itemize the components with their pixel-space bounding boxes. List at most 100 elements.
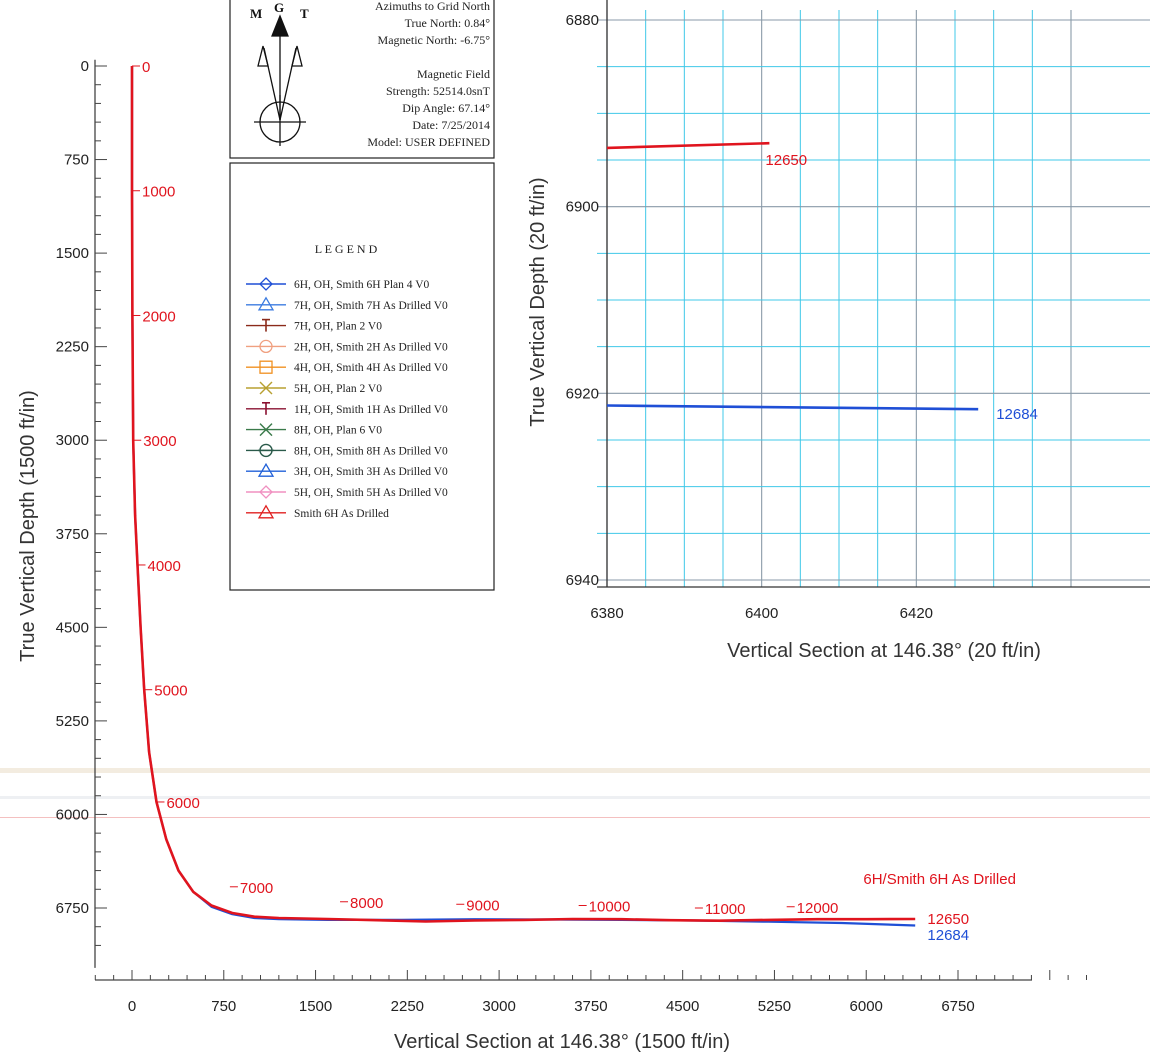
md-label: 1000	[142, 184, 175, 201]
legend-entry-label: Smith 6H As Drilled	[294, 508, 389, 520]
legend-entry-label: 5H, OH, Smith 5H As Drilled V0	[294, 487, 448, 499]
legend-entry-label: 8H, OH, Plan 6 V0	[294, 425, 382, 437]
wellpath-series-line	[130, 66, 916, 923]
main-y-tick-label: 6000	[56, 806, 89, 823]
main-y-tick-label: 1500	[56, 245, 89, 262]
main-x-tick-label: 4500	[666, 998, 699, 1015]
md-label: 5000	[154, 683, 187, 700]
inset-y-tick-label: 6940	[566, 572, 599, 589]
legend-entry-label: 7H, OH, Plan 2 V0	[294, 321, 382, 333]
north-box-frame	[229, 0, 495, 159]
md-label: 3000	[143, 433, 176, 450]
main-x-tick-label: 6000	[850, 998, 883, 1015]
main-annotation: 6H/Smith 6H As Drilled	[863, 871, 1016, 888]
main-series	[130, 66, 916, 927]
legend-title: L E G E N D	[315, 242, 378, 256]
md-label: 2000	[142, 308, 175, 325]
diamond-marker-icon	[259, 485, 273, 499]
inset-y-axis-label: True Vertical Depth (20 ft/in)	[527, 177, 549, 426]
main-chart: 0 750 1500 2250 3000 3750 4500 5250 6000 6750 0 750…	[17, 58, 1087, 1053]
main-y-axis-label: True Vertical Depth (1500 ft/in)	[17, 390, 39, 662]
compass-letter-g: G	[274, 0, 284, 15]
md-label: 8000	[350, 895, 383, 912]
inset-y-tick-label: 6900	[566, 199, 599, 216]
north-info-line: Azimuths to Grid North	[375, 0, 490, 13]
main-tick-labels: 0 750 1500 2250 3000 3750 4500 5250 6000 6750 0 750…	[56, 58, 975, 1015]
legend-entry-label: 5H, OH, Plan 2 V0	[294, 383, 382, 395]
main-y-tick-label: 750	[64, 152, 89, 169]
main-y-tick-label: 3000	[56, 432, 89, 449]
main-x-tick-label: 750	[211, 998, 236, 1015]
md-label: 9000	[466, 897, 499, 914]
main-annotation: 12684	[927, 927, 969, 944]
north-info-line: True North: 0.84°	[405, 16, 491, 30]
main-axes	[94, 59, 1087, 981]
main-y-tick-label: 4500	[56, 619, 89, 636]
triangle-marker-icon	[257, 462, 275, 477]
north-info-line: Magnetic Field	[417, 67, 490, 81]
compass-letter-t: T	[300, 6, 309, 21]
inset-x-tick-label: 6380	[590, 605, 623, 622]
main-x-axis-label: Vertical Section at 146.38° (1500 ft/in)	[394, 1031, 730, 1053]
legend-entry: 7H, OH, Smith 7H As Drilled V0	[246, 296, 448, 312]
main-x-tick-label: 2250	[391, 998, 424, 1015]
inset-tick-labels: 6880 6900 6920 6940 6380 6400 6420	[566, 12, 933, 622]
square-marker-icon	[259, 360, 273, 374]
legend-entry: 1H, OH, Smith 1H As Drilled V0	[246, 401, 448, 416]
main-x-tick-label: 3750	[574, 998, 607, 1015]
inset-series-line	[606, 404, 979, 411]
main-x-tick-label: 5250	[758, 998, 791, 1015]
md-label: 10000	[589, 899, 631, 916]
main-annotation: 12650	[927, 911, 969, 928]
inset-series-end-label: 12650	[765, 152, 807, 169]
legend-entry-label: 2H, OH, Smith 2H As Drilled V0	[294, 341, 448, 353]
inset-axes	[597, 0, 1150, 588]
main-x-tick-label: 0	[128, 998, 136, 1015]
main-y-tick-label: 5250	[56, 713, 89, 730]
inset-y-tick-label: 6880	[566, 12, 599, 29]
legend-entry: 5H, OH, Plan 2 V0	[246, 381, 382, 395]
x-marker-icon	[259, 423, 273, 437]
north-info-line: Model: USER DEFINED	[367, 135, 490, 149]
legend-entry-label: 8H, OH, Smith 8H As Drilled V0	[294, 445, 448, 457]
main-x-tick-label: 6750	[941, 998, 974, 1015]
inset-x-axis-label: Vertical Section at 146.38° (20 ft/in)	[727, 640, 1041, 662]
north-info-lines: Azimuths to Grid North True North: 0.84° M…	[367, 0, 490, 149]
legend-entry-label: 1H, OH, Smith 1H As Drilled V0	[294, 404, 448, 416]
north-info-line: Magnetic North: -6.75°	[378, 33, 491, 47]
legend-frame	[229, 162, 495, 591]
legend-entry: 3H, OH, Smith 3H As Drilled V0	[246, 462, 448, 478]
legend-entry: 4H, OH, Smith 4H As Drilled V0	[246, 360, 448, 374]
north-reference-box: M G T Azimuths to Grid North True North: …	[229, 0, 495, 159]
legend-entry: 5H, OH, Smith 5H As Drilled V0	[246, 485, 448, 499]
md-label: 4000	[148, 558, 181, 575]
legend-entry: 8H, OH, Smith 8H As Drilled V0	[246, 443, 448, 457]
main-x-tick-label: 1500	[299, 998, 332, 1015]
legend-entry-label: 3H, OH, Smith 3H As Drilled V0	[294, 466, 448, 478]
md-label: 7000	[240, 880, 273, 897]
main-y-tick-label: 6750	[56, 900, 89, 917]
legend-entry: 2H, OH, Smith 2H As Drilled V0	[246, 339, 448, 353]
inset-grid	[597, 10, 1150, 587]
north-info-line: Strength: 52514.0snT	[386, 84, 491, 98]
inset-y-tick-label: 6920	[566, 385, 599, 402]
inset-series: 12650 12684	[606, 141, 1038, 423]
legend-entry: 7H, OH, Plan 2 V0	[246, 318, 382, 333]
inset-series-line	[606, 141, 770, 150]
legend-entry: Smith 6H As Drilled	[246, 504, 389, 520]
scan-artifacts	[0, 768, 1150, 818]
compass-icon	[254, 14, 306, 146]
main-y-tick-label: 3750	[56, 526, 89, 543]
md-label: 11000	[705, 901, 746, 918]
main-md-labels: 0 1000 2000 3000 4000 5000 6000 7000 8000 9000 100…	[132, 59, 838, 918]
north-info-line: Date: 7/25/2014	[412, 118, 490, 132]
x-marker-icon	[259, 381, 273, 395]
legend-entry: 8H, OH, Plan 6 V0	[246, 423, 382, 437]
legend-entries: 6H, OH, Smith 6H Plan 4 V0 7H, OH, Smith …	[246, 277, 448, 520]
md-label: 6000	[166, 795, 199, 812]
main-y-tick-label: 2250	[56, 339, 89, 356]
compass-letter-m: M	[250, 6, 262, 21]
